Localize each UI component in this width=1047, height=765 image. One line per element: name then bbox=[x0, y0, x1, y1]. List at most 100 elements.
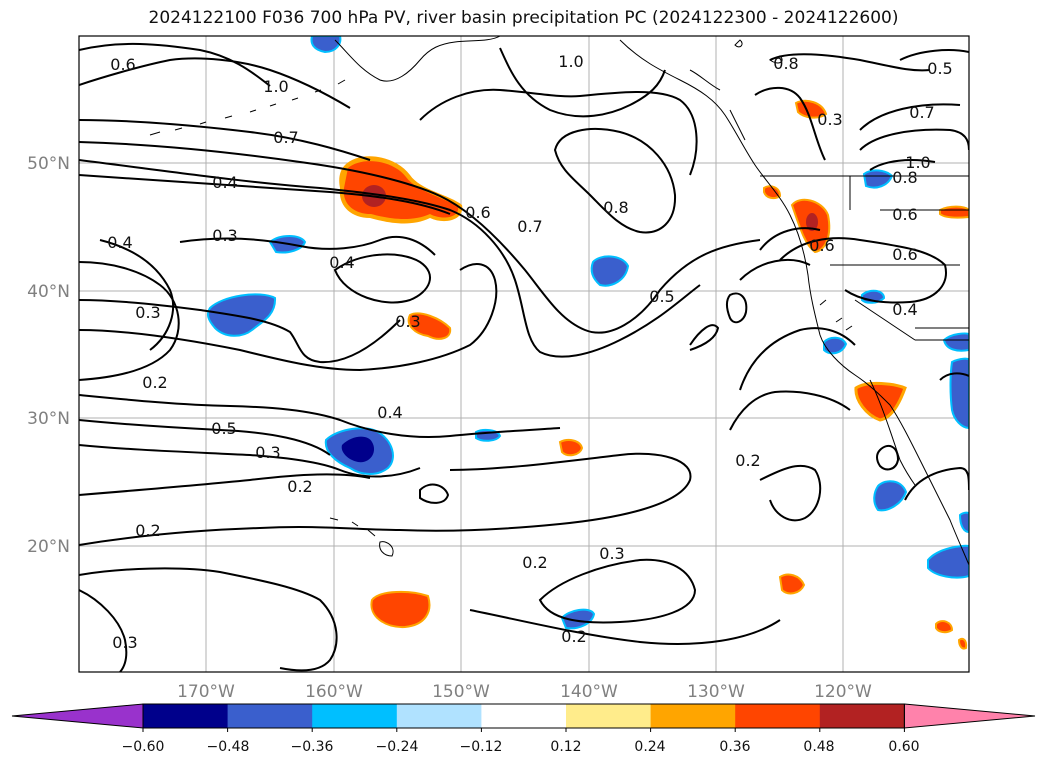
precip-patch-negative bbox=[927, 544, 969, 579]
contour-line bbox=[79, 42, 271, 87]
contour-label: 0.8 bbox=[773, 54, 798, 73]
contour-line bbox=[79, 57, 351, 109]
contour-label: 0.6 bbox=[465, 203, 490, 222]
coastline-hawaii bbox=[329, 517, 394, 557]
colorbar-tick-label: 0.48 bbox=[803, 739, 834, 755]
contour-line bbox=[333, 253, 432, 304]
contour-line bbox=[754, 86, 826, 161]
contour-line bbox=[79, 299, 401, 364]
contour-line bbox=[859, 103, 961, 131]
map-title: 2024122100 F036 700 hPa PV, river basin … bbox=[148, 8, 899, 28]
contour-label: 0.4 bbox=[377, 403, 402, 422]
precip-patch-positive bbox=[407, 312, 452, 340]
contour-line bbox=[79, 473, 371, 496]
lon-label: 150°W bbox=[432, 682, 490, 702]
contour-line bbox=[739, 259, 811, 281]
contour-label: 0.4 bbox=[107, 233, 132, 252]
longitude-labels: 170°W 160°W 150°W 140°W 130°W 120°W bbox=[177, 682, 872, 702]
contour-label: 0.3 bbox=[135, 303, 160, 322]
contour-line bbox=[419, 88, 698, 176]
contour-label: 0.3 bbox=[599, 544, 624, 563]
contour-label: 0.3 bbox=[817, 110, 842, 129]
precip-patch-positive bbox=[957, 637, 968, 650]
contour-label: 0.4 bbox=[212, 173, 237, 192]
contour-line bbox=[469, 609, 781, 645]
coastline-north-america bbox=[619, 39, 969, 566]
map-frame bbox=[78, 35, 970, 673]
contour-line bbox=[869, 159, 936, 171]
colorbar-tick-label: 0.60 bbox=[888, 739, 919, 755]
colorbar-tick-label: −0.60 bbox=[122, 739, 165, 755]
precip-patches bbox=[206, 36, 969, 650]
precip-patch-negative bbox=[590, 255, 630, 287]
contour-label: 0.2 bbox=[561, 627, 586, 646]
contour-label: 0.3 bbox=[255, 443, 280, 462]
precip-patch-negative bbox=[560, 608, 596, 630]
contour-line bbox=[79, 174, 451, 215]
contour-line bbox=[779, 237, 947, 304]
contour-label: 0.3 bbox=[395, 312, 420, 331]
contour-line bbox=[79, 159, 701, 358]
colorbar-segment bbox=[650, 704, 736, 728]
colorbar-tick-label: −0.12 bbox=[460, 739, 503, 755]
contour-line bbox=[79, 452, 692, 546]
contour-line bbox=[79, 589, 128, 672]
contour-label: 0.2 bbox=[735, 451, 760, 470]
colorbar-extend-high bbox=[903, 703, 1036, 729]
colorbar-tick-label: 0.24 bbox=[634, 739, 665, 755]
contour-label: 0.6 bbox=[892, 205, 917, 224]
colorbar-tick-label: −0.36 bbox=[291, 739, 334, 755]
contour-line bbox=[553, 128, 677, 234]
precip-patch-positive bbox=[854, 381, 907, 422]
contour-line bbox=[79, 444, 421, 478]
precip-patch-positive bbox=[935, 620, 954, 634]
contour-label: 0.5 bbox=[649, 287, 674, 306]
lat-label: 50°N bbox=[27, 154, 70, 174]
contour-line bbox=[79, 263, 498, 372]
contour-line bbox=[769, 53, 931, 72]
contour-label: 0.3 bbox=[212, 226, 237, 245]
precip-patch-negative bbox=[206, 293, 277, 337]
contour-line bbox=[79, 261, 180, 381]
colorbar-segment bbox=[819, 704, 905, 728]
precip-patch-negative bbox=[949, 357, 969, 430]
contour-label: 0.2 bbox=[142, 373, 167, 392]
contour-label: 0.2 bbox=[287, 477, 312, 496]
map-panel bbox=[79, 36, 969, 672]
contour-label: 0.4 bbox=[892, 300, 917, 319]
coastline-baja bbox=[869, 379, 916, 486]
contour-line bbox=[179, 235, 436, 256]
contour-label: 0.8 bbox=[892, 168, 917, 187]
precip-patch-negative bbox=[942, 332, 969, 352]
contour-line bbox=[899, 49, 969, 61]
coastline-islands bbox=[689, 39, 783, 141]
colorbar-tick-label: −0.48 bbox=[207, 739, 250, 755]
lat-label: 30°N bbox=[27, 409, 70, 429]
colorbar-segment bbox=[396, 704, 482, 728]
colorbar bbox=[11, 703, 1036, 732]
precip-patch-negative bbox=[310, 36, 342, 54]
graticule bbox=[79, 36, 969, 672]
border-lines bbox=[760, 175, 969, 341]
lon-label: 120°W bbox=[814, 682, 872, 702]
contour-label: 0.8 bbox=[603, 198, 628, 217]
contour-label: 1.0 bbox=[558, 52, 583, 71]
contour-labels: 0.6 1.0 0.7 0.4 0.3 0.4 0.3 0.2 0.5 0.3 … bbox=[107, 52, 952, 652]
colorbar-segment bbox=[227, 704, 313, 728]
precip-patch-negative-core bbox=[341, 436, 375, 463]
contour-label: 0.2 bbox=[522, 553, 547, 572]
latitude-labels: 50°N 40°N 30°N 20°N bbox=[27, 154, 70, 557]
colorbar-ticks: −0.60 −0.48 −0.36 −0.24 −0.12 0.12 0.24 … bbox=[122, 739, 920, 755]
colorbar-extend-low bbox=[11, 703, 144, 729]
contour-line bbox=[79, 119, 371, 161]
precip-patch-positive bbox=[939, 205, 969, 219]
colorbar-segment bbox=[143, 704, 229, 728]
contour-line bbox=[79, 141, 761, 334]
contour-line bbox=[79, 567, 338, 672]
contour-line bbox=[79, 394, 561, 439]
contour-label: 0.7 bbox=[273, 128, 298, 147]
lon-label: 130°W bbox=[687, 682, 745, 702]
colorbar-tick-label: −0.24 bbox=[376, 739, 419, 755]
contour-line bbox=[876, 444, 900, 471]
